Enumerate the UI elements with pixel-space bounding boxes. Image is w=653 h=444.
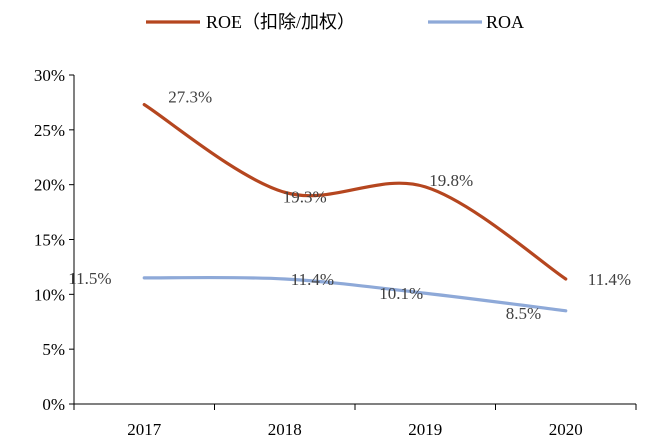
y-axis: 0% 5% 10% 15% 20% 25% 30% (34, 66, 75, 414)
data-label: 11.5% (68, 269, 111, 288)
data-labels: 27.3% 19.3% 19.8% 11.4% 11.5% 11.4% 10.1% 8.5% (68, 88, 631, 323)
y-tick-label: 30% (34, 66, 65, 85)
y-tick-label: 0% (42, 395, 65, 414)
legend-item-1: ROA (428, 12, 524, 32)
data-label: 19.8% (429, 171, 473, 190)
y-tick-label: 25% (34, 121, 65, 140)
series-line-0 (142, 103, 568, 281)
legend-label: ROA (486, 12, 524, 32)
y-tick-label: 20% (34, 176, 65, 195)
y-tick-label: 5% (42, 340, 65, 359)
y-tick-label: 10% (34, 285, 65, 304)
x-axis: 2017 2018 2019 2020 (73, 403, 637, 439)
data-label: 19.3% (283, 187, 327, 206)
x-tick-label: 2020 (549, 420, 583, 439)
legend-label: ROE（扣除/加权） (206, 12, 355, 32)
legend: ROE（扣除/加权） ROA (146, 12, 524, 32)
data-label: 8.5% (506, 304, 541, 323)
data-label: 11.4% (291, 270, 334, 289)
x-tick-label: 2019 (408, 420, 442, 439)
data-label: 10.1% (379, 284, 423, 303)
data-label: 11.4% (588, 270, 631, 289)
legend-item-0: ROE（扣除/加权） (146, 12, 355, 32)
y-tick-label: 15% (34, 231, 65, 250)
x-tick-label: 2018 (268, 420, 302, 439)
series-layer (142, 103, 568, 313)
series-line-1 (142, 275, 568, 313)
x-tick-label: 2017 (127, 420, 162, 439)
data-label: 27.3% (168, 88, 212, 107)
